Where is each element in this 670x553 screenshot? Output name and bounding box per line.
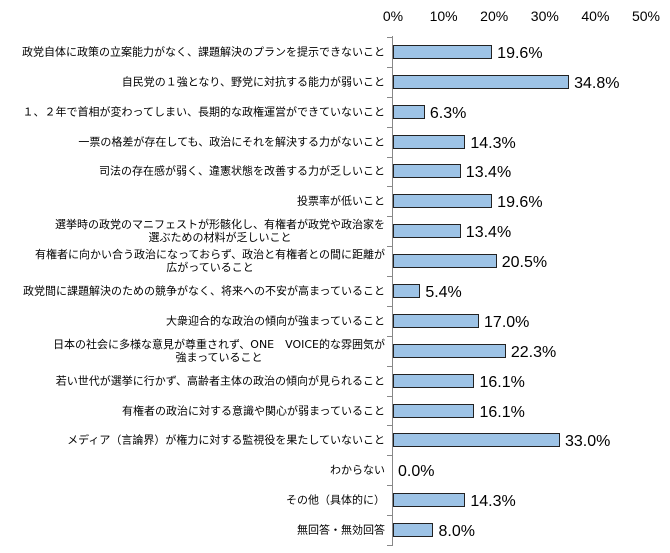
axis-tick-mark <box>387 276 392 278</box>
data-label: 16.1% <box>479 373 525 391</box>
data-label: 14.3% <box>470 134 516 152</box>
category-label: わからない <box>330 463 385 477</box>
category-label: 一票の格差が存在しても、政治にそれを解決する力がないこと <box>78 135 385 149</box>
category-label: 有権者に向かい合う政治になっておらず、政治と有権者との間に距離が 広がっていること <box>34 248 385 275</box>
category-label: 大衆迎合的な政治の傾向が強まっていること <box>165 314 385 328</box>
axis-tick-mark <box>387 515 392 517</box>
category-label: その他（具体的に） <box>286 493 385 507</box>
bar <box>393 74 570 89</box>
x-tick-label: 0% <box>382 8 404 24</box>
bar <box>393 343 506 358</box>
category-label: 投票率が低いこと <box>297 194 385 208</box>
data-label: 8.0% <box>438 523 475 541</box>
axis-tick-mark <box>387 156 392 158</box>
bar <box>393 194 493 209</box>
axis-tick-mark <box>387 455 392 457</box>
bar <box>393 104 425 119</box>
category-label: 政党間に課題解決のための競争がなく、将来への不安が高まっていること <box>22 284 385 298</box>
axis-tick-mark <box>387 485 392 487</box>
x-tick-label: 40% <box>581 8 610 24</box>
axis-tick-mark <box>387 305 392 307</box>
data-label: 20.5% <box>501 254 548 272</box>
bar <box>393 313 480 328</box>
data-label: 0.0% <box>398 463 435 481</box>
bar <box>393 373 475 388</box>
axis-tick-mark <box>387 425 392 427</box>
axis-tick-mark <box>387 216 392 218</box>
axis-tick-mark <box>387 126 392 128</box>
data-label: 13.4% <box>465 164 512 182</box>
category-label: 司法の存在感が弱く、違憲状態を改善する力が乏しいこと <box>99 164 385 178</box>
axis-tick-mark <box>387 365 392 367</box>
axis-tick-mark <box>387 66 392 68</box>
data-label: 14.3% <box>470 493 516 511</box>
data-label: 17.0% <box>484 313 530 331</box>
category-label: 政党自体に政策の立案能力がなく、課題解決のプランを提示できないこと <box>22 45 385 59</box>
bar <box>393 523 434 538</box>
x-tick-label: 20% <box>480 8 509 24</box>
bar <box>393 164 461 179</box>
category-label: １、２年で首相が変わってしまい、長期的な政権運営ができていないこと <box>22 105 385 119</box>
category-label: 選挙時の政党のマニフェストが形骸化し、有権者が政党や政治家を 選ぶための材料が乏し… <box>55 218 385 245</box>
bar <box>393 493 466 508</box>
category-label: 日本の社会に多様な意見が尊重されず、ONE VOICE的な雰囲気が 強まっているこ… <box>53 337 385 364</box>
data-label: 33.0% <box>564 433 611 451</box>
data-label: 19.6% <box>497 194 543 212</box>
x-tick-label: 50% <box>631 8 661 24</box>
category-label: メディア（言論界）が権力に対する監視役を果たしていないこと <box>67 433 385 447</box>
axis-tick-mark <box>387 335 392 337</box>
data-label: 34.8% <box>574 74 620 92</box>
bar <box>393 134 466 149</box>
bar <box>393 284 421 298</box>
data-label: 19.6% <box>497 44 543 62</box>
y-axis-line <box>392 36 393 546</box>
data-label: 13.4% <box>465 224 512 242</box>
data-label: 16.1% <box>479 403 525 421</box>
axis-tick-mark <box>387 545 392 546</box>
axis-tick-mark <box>387 186 392 188</box>
data-label: 5.4% <box>425 284 462 301</box>
axis-tick-mark <box>387 96 392 98</box>
data-label: 22.3% <box>510 343 557 361</box>
bar <box>393 224 461 239</box>
category-label: 若い世代が選挙に行かず、高齢者主体の政治の傾向が見られること <box>55 374 385 388</box>
bar <box>393 254 497 269</box>
axis-tick-mark <box>387 246 392 248</box>
bar <box>393 433 560 448</box>
axis-tick-mark <box>387 395 392 397</box>
bar <box>393 44 493 59</box>
x-tick-label: 30% <box>530 8 559 24</box>
data-label: 6.3% <box>429 104 467 122</box>
x-tick-label: 10% <box>429 8 458 24</box>
category-label: 自民党の１強となり、野党に対抗する能力が弱いこと <box>121 75 385 89</box>
axis-tick-mark <box>387 37 392 38</box>
category-label: 有権者の政治に対する意識や関心が弱まっていること <box>121 404 385 418</box>
bar <box>393 403 475 418</box>
category-label: 無回答・無効回答 <box>297 523 385 537</box>
